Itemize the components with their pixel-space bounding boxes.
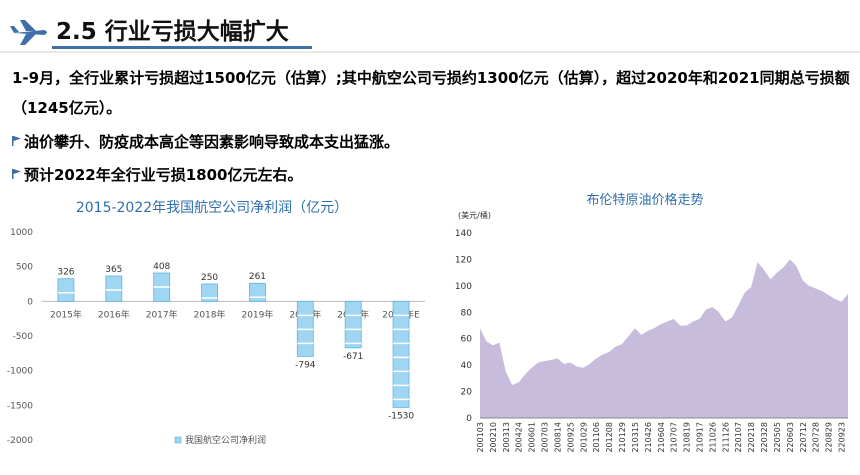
x-tick-label: 220603 [786,422,795,453]
y-tick-label: 0 [466,414,472,424]
bullet-icon [12,169,21,179]
bar [57,278,75,302]
bar [392,300,410,408]
value-label: 408 [153,262,170,272]
bullet: 油价攀升、防疫成本高企等因素影响导致成本支出猛涨。 [12,127,399,157]
x-tick-label: 2018年 [194,308,226,320]
y-tick-label: 1000 [10,228,33,238]
plane-icon [10,20,47,45]
y-tick-label: 120 [455,255,472,265]
y-tick-label: 20 [461,388,473,398]
x-tick-label: 210707 [670,422,679,453]
x-tick-label: 200424 [515,422,524,453]
x-tick-label: 220923 [838,422,847,453]
bar [344,300,362,349]
slide-title: 2.5 行业亏损大幅扩大 [56,19,289,45]
y-tick-label: 500 [16,263,33,273]
legend-swatch [174,436,182,444]
x-tick-label: 200925 [566,422,575,453]
bullet: 预计2022年全行业亏损1800亿元左右。 [12,160,303,190]
y-tick-label: 140 [455,229,472,239]
y-tick-label: -2000 [7,436,33,446]
x-tick-label: 200601 [528,422,537,453]
value-label: 261 [249,272,266,282]
x-tick-label: 200313 [502,422,511,453]
x-tick-label: 210426 [644,422,653,453]
x-tick-label: 220712 [799,422,808,453]
x-tick-label: 200814 [553,422,562,453]
value-label: -671 [343,352,363,362]
value-label: 365 [105,265,122,275]
y-axis-label: (美元/桶) [458,210,491,220]
x-tick-label: 2017年 [146,308,178,320]
x-tick-label: 220728 [812,422,821,453]
x-tick-label: 211126 [721,422,730,453]
bar [201,283,218,302]
y-tick-label: -1000 [7,367,33,377]
y-tick-label: 40 [461,361,473,371]
x-tick-label: 201208 [605,422,614,453]
x-tick-label: 210315 [631,422,640,453]
chart-title: 2015-2022年我国航空公司净利润（亿元） [76,200,348,216]
bullet-text: 油价攀升、防疫成本高企等因素影响导致成本支出猛涨。 [24,133,400,151]
x-tick-label: 220829 [825,422,834,453]
value-label: 250 [201,273,218,283]
bullet-icon [12,136,21,146]
chart-title: 布伦特原油价格走势 [586,192,703,208]
x-tick-label: 2016年 [98,308,130,320]
x-tick-label: 201106 [592,422,601,453]
x-tick-label: 220107 [734,422,743,453]
value-label: 326 [57,268,74,278]
bar [249,282,266,302]
x-tick-label: 220328 [760,422,769,453]
x-tick-label: 210604 [657,422,666,453]
y-tick-label: 60 [461,335,473,345]
x-tick-label: 210129 [618,422,627,453]
title-underline [52,46,312,49]
x-tick-label: 220218 [747,422,756,453]
bar [105,275,123,302]
value-label: -794 [295,360,316,370]
x-tick-label: 200103 [476,422,485,453]
y-tick-label: 0 [27,297,33,307]
bullet-text: 预计2022年全行业亏损1800亿元左右。 [24,166,303,184]
legend-label: 我国航空公司净利润 [185,434,266,446]
paragraph: 1-9月，全行业累计亏损超过1500亿元（估算）;其中航空公司亏损约1300亿元… [12,69,850,117]
value-label: -1530 [388,411,414,421]
x-tick-label: 2019年 [241,308,273,320]
x-tick-label: 220505 [773,422,782,453]
x-tick-label: 211026 [708,422,717,453]
x-tick-label: 2015年 [50,308,82,320]
y-tick-label: -1500 [7,401,33,411]
area [480,259,848,418]
x-tick-label: 201029 [579,422,588,453]
y-tick-label: 80 [461,308,473,318]
x-tick-label: 210917 [696,422,705,453]
y-tick-label: -500 [13,332,34,342]
x-tick-label: 210819 [683,422,692,453]
x-tick-label: 200703 [541,422,550,453]
x-tick-label: 200210 [489,422,498,453]
y-tick-label: 100 [455,282,472,292]
